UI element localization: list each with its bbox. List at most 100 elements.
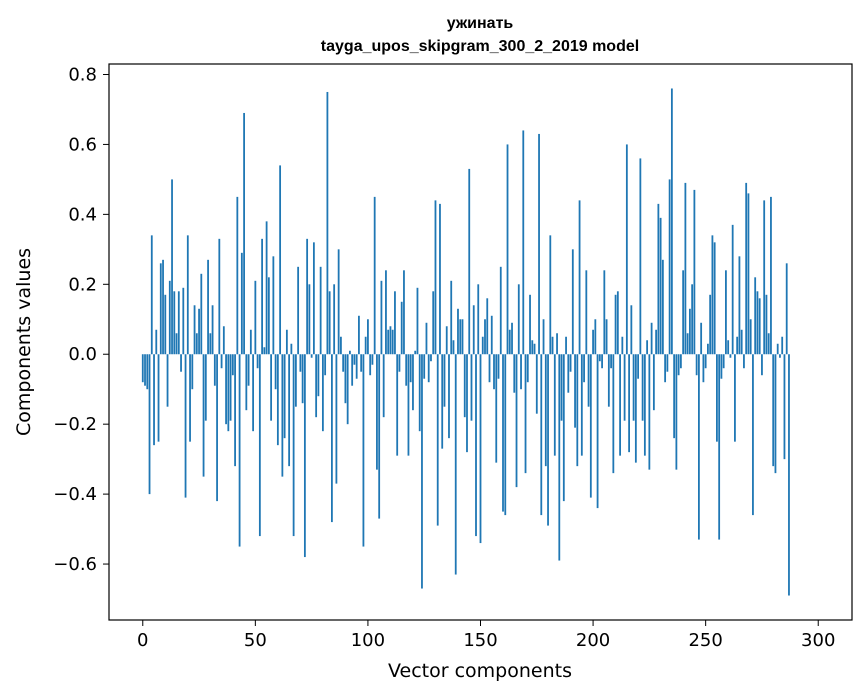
- bar: [166, 354, 169, 407]
- bar: [533, 343, 536, 355]
- bar: [421, 354, 423, 589]
- bar: [526, 354, 529, 383]
- bar: [403, 270, 405, 355]
- bar: [263, 347, 266, 355]
- bar: [195, 333, 198, 355]
- bar: [396, 354, 399, 456]
- bar: [270, 354, 273, 421]
- bar: [243, 112, 245, 355]
- bar: [576, 354, 579, 467]
- bar: [571, 249, 574, 355]
- bar: [472, 305, 475, 355]
- y-tick-label: −0.2: [53, 414, 97, 435]
- bar: [414, 350, 417, 355]
- bar: [709, 294, 712, 355]
- bar: [785, 263, 788, 355]
- bar: [725, 270, 727, 355]
- bar: [427, 354, 430, 383]
- bar: [317, 354, 320, 397]
- chart-title-line-1: ужинать: [447, 15, 514, 32]
- bar: [761, 354, 763, 376]
- bar: [443, 354, 446, 407]
- bar: [400, 301, 403, 355]
- bar: [454, 354, 457, 575]
- bar: [358, 315, 360, 355]
- x-tick-label: 50: [244, 630, 267, 651]
- bar: [333, 284, 336, 355]
- bar: [643, 354, 646, 456]
- bar: [646, 340, 649, 355]
- bar: [767, 333, 770, 355]
- bar: [749, 319, 752, 355]
- bar: [504, 354, 507, 516]
- bar: [535, 354, 538, 414]
- bar: [457, 308, 459, 355]
- bar: [596, 354, 599, 509]
- bar: [319, 266, 322, 355]
- bar: [720, 354, 723, 379]
- bar: [542, 319, 545, 355]
- bar: [641, 354, 644, 421]
- bar: [439, 203, 441, 355]
- bar: [342, 354, 345, 372]
- chart-title-line-2: tayga_upos_skipgram_300_2_2019 model: [321, 38, 639, 55]
- bar: [772, 354, 775, 467]
- bar: [734, 354, 736, 442]
- bar: [146, 354, 149, 390]
- bar: [344, 354, 347, 404]
- bar: [225, 354, 227, 425]
- bar: [580, 354, 583, 456]
- bar: [204, 354, 207, 421]
- bar: [360, 354, 363, 372]
- bar: [202, 354, 205, 477]
- bar: [677, 354, 680, 376]
- bar: [355, 354, 358, 379]
- bar: [657, 203, 660, 355]
- bar: [148, 354, 151, 495]
- bar: [207, 259, 209, 355]
- bar: [321, 354, 324, 432]
- bar: [265, 221, 268, 355]
- bar: [394, 291, 396, 355]
- bar: [718, 354, 721, 540]
- bar: [391, 329, 394, 355]
- bar: [193, 305, 196, 355]
- bar: [661, 259, 664, 355]
- bar: [450, 280, 453, 355]
- bar: [153, 354, 155, 446]
- bar: [303, 354, 306, 558]
- bar: [452, 340, 455, 355]
- bar: [601, 354, 603, 369]
- bar: [702, 354, 705, 383]
- bar: [155, 329, 158, 355]
- bar: [493, 354, 495, 390]
- bar: [713, 242, 716, 355]
- bar: [351, 354, 354, 386]
- bar: [668, 179, 671, 355]
- bar: [594, 319, 597, 355]
- x-tick-label: 250: [688, 630, 722, 651]
- bar: [448, 354, 450, 439]
- x-ticks-group: 0 50 100 150 200 250 300: [137, 620, 835, 651]
- bar: [281, 354, 284, 477]
- bar: [666, 354, 669, 372]
- bar: [628, 354, 630, 453]
- bar: [670, 88, 673, 355]
- bar: [486, 298, 489, 355]
- bar: [630, 305, 633, 355]
- bar: [209, 333, 212, 355]
- bar: [159, 263, 162, 355]
- bar: [425, 322, 428, 355]
- bar: [200, 273, 203, 355]
- bar: [279, 165, 282, 355]
- bar: [547, 354, 549, 526]
- bar: [682, 270, 685, 355]
- bar: [490, 315, 493, 355]
- bar: [376, 354, 378, 470]
- bar: [412, 354, 414, 411]
- bar: [743, 354, 745, 369]
- bar: [222, 326, 225, 355]
- bar: [150, 235, 153, 355]
- bar: [416, 287, 419, 355]
- bar: [679, 354, 682, 369]
